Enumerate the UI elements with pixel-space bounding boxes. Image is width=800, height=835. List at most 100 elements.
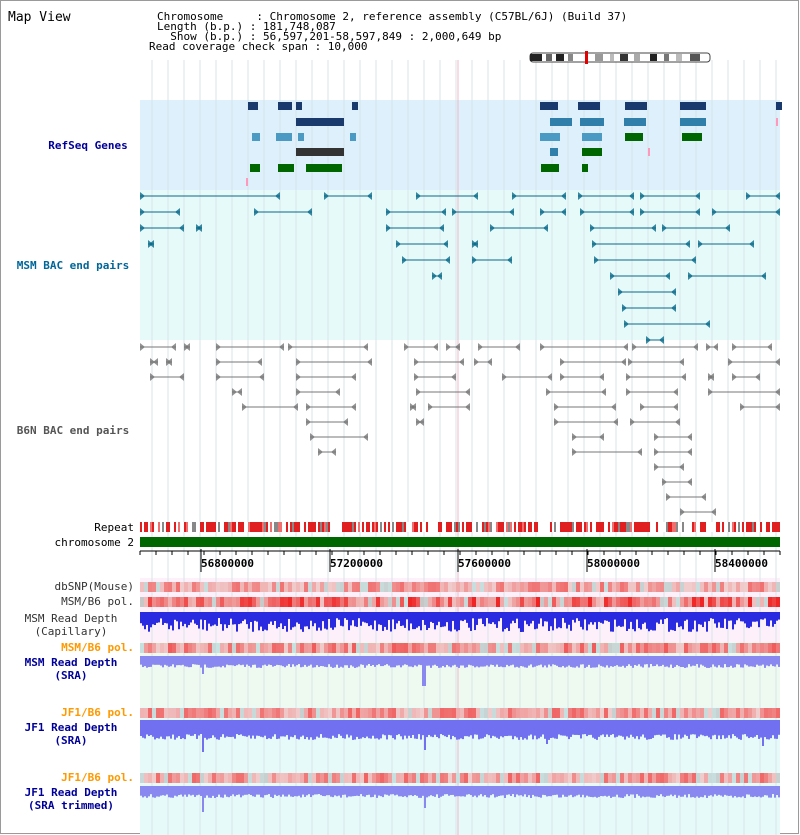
refseq-genes-label[interactable]: RefSeq Genes (48, 139, 128, 152)
depth-bar (264, 656, 266, 665)
heat-cell (672, 643, 676, 653)
heat-cell (560, 643, 564, 653)
bac-end-arrow (599, 433, 604, 441)
depth-bar (196, 656, 198, 665)
depth-bar (336, 786, 338, 797)
depth-bar (542, 656, 544, 668)
depth-bar (324, 786, 326, 797)
depth-bar (602, 656, 604, 667)
heat-cell (240, 708, 244, 718)
bac-end-arrow (671, 288, 676, 296)
depth-bar (144, 612, 146, 630)
heat-cell (308, 582, 312, 592)
repeat-block (388, 522, 390, 532)
heat-cell (224, 597, 228, 607)
heat-cell (572, 597, 576, 607)
heat-cell (644, 597, 648, 607)
depth-bar (174, 786, 176, 796)
depth-bar (176, 656, 178, 666)
gene-marker (648, 148, 650, 156)
heat-cell (148, 582, 152, 592)
depth-bar (292, 612, 294, 628)
heat-cell (416, 708, 420, 718)
heat-cell (692, 582, 696, 592)
heat-cell (680, 582, 684, 592)
depth-bar (326, 786, 328, 796)
heat-cell (464, 773, 468, 783)
heat-cell (348, 708, 352, 718)
depth-bar (666, 720, 668, 738)
heat-cell (216, 708, 220, 718)
depth-bar (762, 720, 764, 746)
repeat-block (576, 522, 578, 532)
bac-end-arrow (618, 288, 623, 296)
heat-cell (712, 597, 716, 607)
bac-end-arrow (490, 224, 495, 232)
depth-bar (184, 720, 186, 740)
heat-cell (376, 597, 380, 607)
depth-bar (720, 720, 722, 740)
depth-bar (394, 786, 396, 796)
b6n-bac-track-bg (140, 340, 780, 515)
repeat-block (224, 522, 226, 532)
heat-cell (496, 582, 500, 592)
bac-end-arrow (150, 358, 155, 366)
jf1-b6-pol-trimmed-label: JF1/B6 pol. (61, 771, 134, 784)
heat-cell (440, 597, 444, 607)
depth-bar (578, 656, 580, 668)
heat-cell (716, 582, 720, 592)
depth-bar (192, 656, 194, 665)
b6n-bac-label[interactable]: B6N BAC end pairs (16, 424, 130, 437)
depth-bar (770, 612, 772, 621)
depth-bar (454, 612, 456, 630)
depth-bar (306, 656, 308, 667)
bac-end-arrow (167, 358, 172, 366)
depth-bar (500, 656, 502, 667)
position-ruler (139, 549, 781, 572)
ideogram-band (690, 54, 700, 61)
gene-feature (248, 102, 258, 110)
depth-bar (778, 720, 780, 735)
depth-bar (350, 656, 352, 666)
depth-bar (586, 656, 588, 667)
depth-bar (546, 786, 548, 797)
depth-bar (648, 656, 650, 668)
depth-bar (506, 656, 508, 665)
depth-bar (550, 612, 552, 627)
heat-cell (176, 773, 180, 783)
depth-bar (458, 612, 460, 631)
depth-bar (392, 720, 394, 739)
depth-bar (764, 612, 766, 619)
repeat-block (628, 522, 630, 532)
bac-end-arrow (632, 343, 637, 351)
heat-cell (576, 773, 580, 783)
depth-bar (256, 656, 258, 668)
heat-cell (344, 643, 348, 653)
heat-cell (544, 597, 548, 607)
depth-bar (718, 786, 720, 795)
heat-cell (188, 643, 192, 653)
depth-bar (664, 612, 666, 620)
repeat-block (296, 522, 298, 532)
depth-bar (706, 656, 708, 668)
depth-bar (580, 786, 582, 798)
depth-bar (756, 786, 758, 798)
bac-end-arrow (153, 358, 158, 366)
depth-bar (746, 612, 748, 628)
depth-bar (676, 786, 678, 798)
depth-bar (150, 786, 152, 795)
msm-bac-label[interactable]: MSM BAC end pairs (16, 259, 130, 272)
heat-cell (716, 643, 720, 653)
depth-bar (488, 612, 490, 624)
depth-bar (370, 656, 372, 666)
heat-cell (400, 597, 404, 607)
depth-bar (444, 720, 446, 737)
heat-cell (512, 708, 516, 718)
depth-bar (598, 720, 600, 737)
bac-end-arrow (515, 343, 520, 351)
heat-cell (764, 582, 768, 592)
heat-cell (424, 582, 428, 592)
depth-bar (318, 786, 320, 795)
heat-cell (228, 597, 232, 607)
